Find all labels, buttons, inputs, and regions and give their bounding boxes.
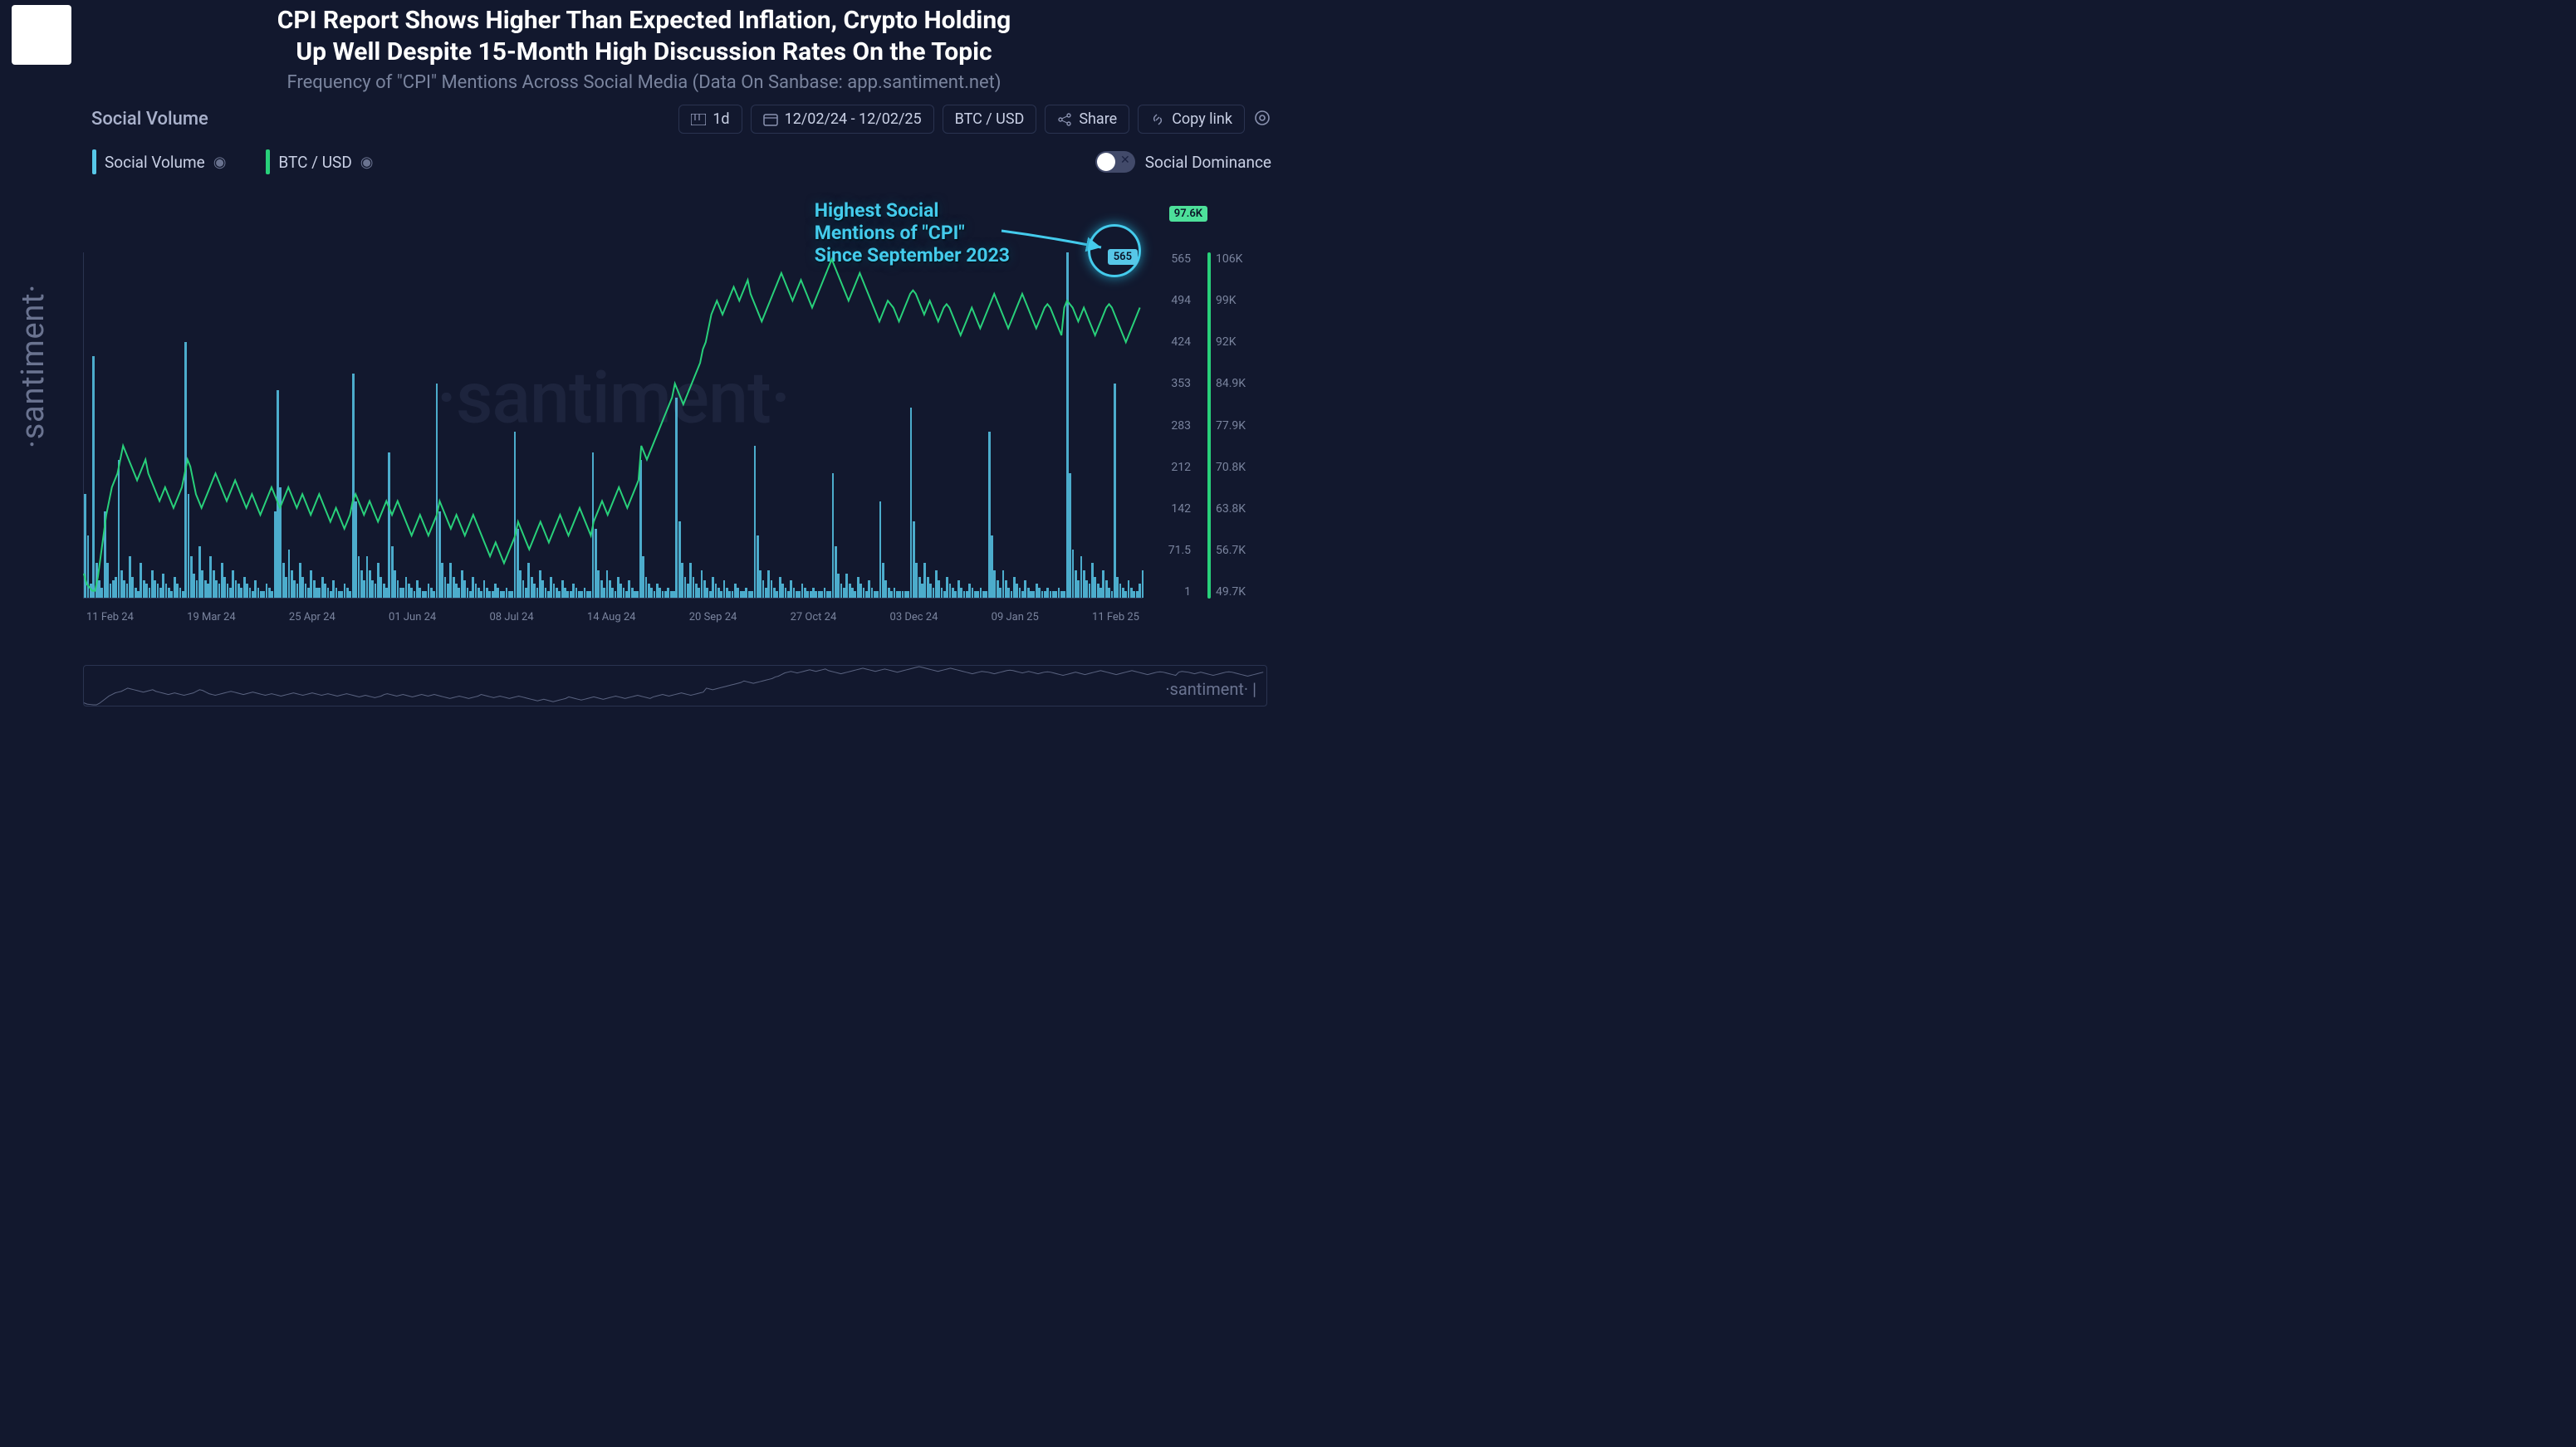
chart: Highest Social Mentions of "CPI" Since S… xyxy=(83,206,1267,623)
legend-row: Social Volume ◉ BTC / USD ◉ ✕ Social Domina… xyxy=(0,139,1288,180)
mini-line xyxy=(84,666,1266,706)
y1-tick: 494 xyxy=(1149,294,1191,307)
legend-item-label: BTC / USD xyxy=(278,153,351,172)
qr-code xyxy=(12,5,71,65)
legend-color-swatch xyxy=(266,149,270,174)
legend-item-1[interactable]: BTC / USD ◉ xyxy=(255,144,384,180)
toggle-knob xyxy=(1097,153,1115,171)
line-series xyxy=(84,252,1143,598)
y2-tick: 56.7K xyxy=(1216,544,1267,557)
y2-tick: 84.9K xyxy=(1216,377,1267,390)
x-tick: 11 Feb 24 xyxy=(86,611,134,623)
y2-tick: 49.7K xyxy=(1216,585,1267,599)
interval-button[interactable]: 1d xyxy=(678,105,742,134)
toggle-label: Social Dominance xyxy=(1145,153,1271,172)
y1-tick: 424 xyxy=(1149,335,1191,349)
y2-axis-labels: 106K 99K 92K 84.9K 77.9K 70.8K 63.8K 56.7K 49.7K xyxy=(1216,252,1267,599)
legend-item-label: Social Volume xyxy=(105,153,205,172)
toolbar: Social Volume 1d 12/02/24 - 12/02/25 BTC… xyxy=(0,101,1288,139)
metric-label: Social Volume xyxy=(91,109,208,130)
x-axis-labels: 11 Feb 24 19 Mar 24 25 Apr 24 01 Jun 24 08 J… xyxy=(83,611,1143,623)
title-line1: CPI Report Shows Higher Than Expected In… xyxy=(277,6,1011,35)
date-range-label: 12/02/24 - 12/02/25 xyxy=(785,110,922,128)
x-tick: 11 Feb 25 xyxy=(1092,611,1139,623)
close-icon: ✕ xyxy=(1120,154,1130,167)
y1-tick: 1 xyxy=(1149,585,1191,599)
x-tick: 14 Aug 24 xyxy=(587,611,636,623)
y2-tick: 63.8K xyxy=(1216,502,1267,516)
pair-label: BTC / USD xyxy=(955,110,1025,128)
x-tick: 03 Dec 24 xyxy=(890,611,938,623)
y2-tick: 92K xyxy=(1216,335,1267,349)
eye-icon[interactable]: ◉ xyxy=(213,154,227,171)
calendar-icon xyxy=(763,113,778,126)
pair-button[interactable]: BTC / USD xyxy=(943,105,1037,134)
social-dominance-toggle[interactable]: ✕ Social Dominance xyxy=(1095,151,1271,173)
title-line2: Up Well Despite 15-Month High Discussion… xyxy=(296,37,992,66)
link-icon xyxy=(1150,113,1165,126)
legend-color-swatch xyxy=(92,149,96,174)
page-subtitle: Frequency of "CPI" Mentions Across Socia… xyxy=(0,69,1288,101)
y1-axis-labels: 565 494 424 353 283 212 142 71.5 1 xyxy=(1149,252,1191,599)
gear-icon xyxy=(1253,109,1271,127)
peak-value-badge: 565 xyxy=(1108,249,1138,265)
legend-item-0[interactable]: Social Volume ◉ xyxy=(81,144,237,180)
interval-icon xyxy=(691,114,706,125)
date-range-button[interactable]: 12/02/24 - 12/02/25 xyxy=(751,105,934,134)
x-tick: 01 Jun 24 xyxy=(389,611,436,623)
mini-timeline[interactable]: ·santiment· | xyxy=(83,665,1267,706)
page-title: CPI Report Shows Higher Than Expected In… xyxy=(0,0,1288,69)
y1-tick: 142 xyxy=(1149,502,1191,516)
y2-tick: 70.8K xyxy=(1216,461,1267,474)
x-tick: 19 Mar 24 xyxy=(187,611,236,623)
y1-tick: 353 xyxy=(1149,377,1191,390)
share-label: Share xyxy=(1079,110,1117,128)
x-tick: 25 Apr 24 xyxy=(289,611,335,623)
copy-label: Copy link xyxy=(1172,110,1232,128)
y1-tick: 212 xyxy=(1149,461,1191,474)
eye-icon[interactable]: ◉ xyxy=(360,154,374,171)
x-tick: 09 Jan 25 xyxy=(992,611,1039,623)
share-button[interactable]: Share xyxy=(1045,105,1129,134)
brand-side-text: ·santiment· xyxy=(15,284,51,448)
y2-tick: 99K xyxy=(1216,294,1267,307)
x-tick: 08 Jul 24 xyxy=(489,611,533,623)
share-icon xyxy=(1057,113,1072,126)
settings-button[interactable] xyxy=(1253,109,1271,130)
mini-brand-text: ·santiment· | xyxy=(1165,679,1256,699)
toggle-switch[interactable]: ✕ xyxy=(1095,151,1135,173)
y1-tick: 565 xyxy=(1149,252,1191,266)
y2-tick: 106K xyxy=(1216,252,1267,266)
y2-accent-bar xyxy=(1207,252,1211,599)
callout-line2: Mentions of "CPI" xyxy=(815,222,965,244)
copy-link-button[interactable]: Copy link xyxy=(1138,105,1245,134)
y1-tick: 71.5 xyxy=(1149,544,1191,557)
x-tick: 27 Oct 24 xyxy=(791,611,837,623)
callout-line1: Highest Social xyxy=(815,199,939,222)
plot-area[interactable]: ·santiment· xyxy=(83,252,1143,599)
interval-label: 1d xyxy=(713,110,729,128)
y2-tick: 77.9K xyxy=(1216,419,1267,433)
y1-tick: 283 xyxy=(1149,419,1191,433)
current-line-badge: 97.6K xyxy=(1169,206,1207,222)
x-tick: 20 Sep 24 xyxy=(689,611,737,623)
